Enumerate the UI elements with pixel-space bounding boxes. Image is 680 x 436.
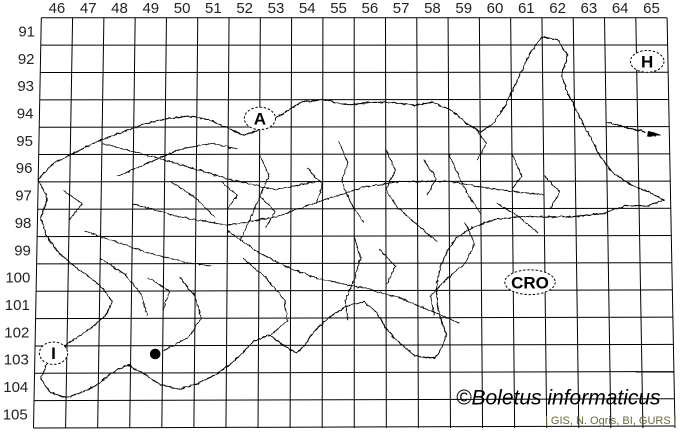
svg-text:48: 48 xyxy=(111,0,128,17)
svg-text:105: 105 xyxy=(3,406,28,423)
svg-text:52: 52 xyxy=(236,0,253,17)
svg-text:56: 56 xyxy=(362,0,379,17)
svg-text:I: I xyxy=(51,344,56,363)
svg-text:53: 53 xyxy=(268,0,285,17)
svg-text:H: H xyxy=(641,52,653,71)
svg-text:©Boletus informaticus: ©Boletus informaticus xyxy=(456,387,661,410)
svg-text:100: 100 xyxy=(5,270,30,287)
svg-text:97: 97 xyxy=(15,188,32,205)
svg-text:CRO: CRO xyxy=(511,274,549,293)
svg-text:50: 50 xyxy=(174,0,191,17)
svg-text:54: 54 xyxy=(299,0,316,17)
svg-text:94: 94 xyxy=(17,106,34,123)
svg-text:47: 47 xyxy=(80,0,97,17)
svg-text:93: 93 xyxy=(17,78,34,95)
svg-text:103: 103 xyxy=(4,352,29,369)
svg-text:92: 92 xyxy=(18,51,35,68)
svg-text:63: 63 xyxy=(581,0,598,17)
svg-text:95: 95 xyxy=(16,133,33,150)
svg-text:46: 46 xyxy=(49,0,66,17)
svg-text:57: 57 xyxy=(393,0,410,17)
svg-text:99: 99 xyxy=(14,242,31,259)
svg-text:51: 51 xyxy=(205,0,222,17)
svg-text:58: 58 xyxy=(424,0,441,17)
svg-text:49: 49 xyxy=(142,0,159,17)
svg-text:102: 102 xyxy=(4,324,29,341)
svg-text:A: A xyxy=(254,110,266,129)
svg-text:91: 91 xyxy=(18,23,35,40)
svg-text:| GIS, N. Ogris, BI, GURS |: | GIS, N. Ogris, BI, GURS | xyxy=(545,415,677,427)
svg-text:101: 101 xyxy=(5,297,30,314)
svg-text:98: 98 xyxy=(15,215,32,232)
svg-text:60: 60 xyxy=(487,0,504,17)
svg-text:61: 61 xyxy=(518,0,535,17)
svg-text:55: 55 xyxy=(330,0,347,17)
svg-text:104: 104 xyxy=(3,379,28,396)
svg-text:59: 59 xyxy=(455,0,472,17)
svg-text:65: 65 xyxy=(643,0,660,17)
svg-text:64: 64 xyxy=(612,0,629,17)
svg-text:96: 96 xyxy=(16,160,33,177)
svg-text:62: 62 xyxy=(549,0,566,17)
